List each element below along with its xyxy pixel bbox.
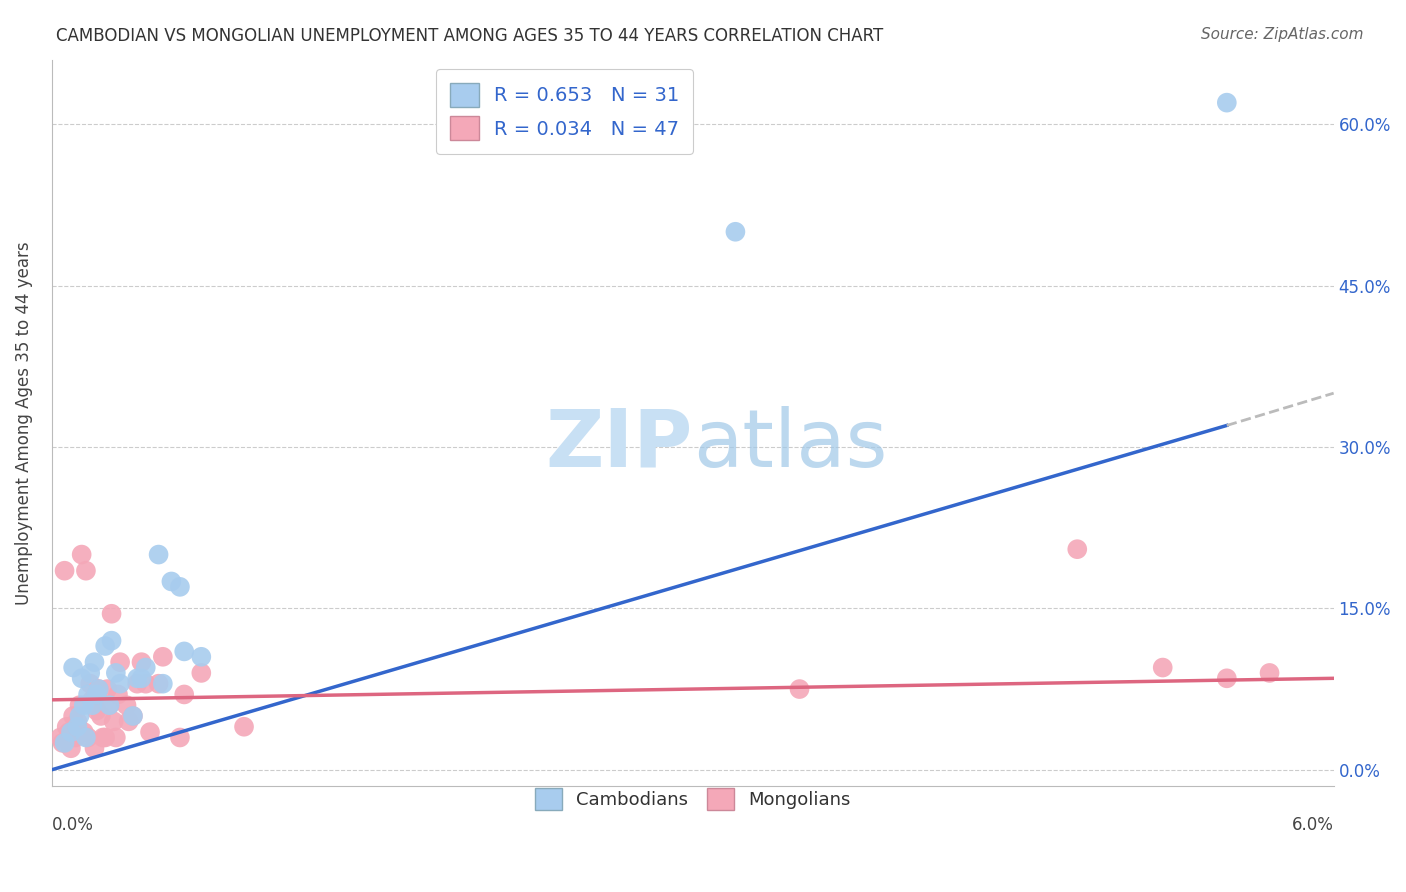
Text: CAMBODIAN VS MONGOLIAN UNEMPLOYMENT AMONG AGES 35 TO 44 YEARS CORRELATION CHART: CAMBODIAN VS MONGOLIAN UNEMPLOYMENT AMON…: [56, 27, 883, 45]
Point: [77, 731, 100, 745]
Point: [66, 720, 89, 734]
Point: [724, 225, 747, 239]
Point: [108, 676, 131, 690]
Point: [103, 714, 125, 729]
Point: [148, 676, 170, 690]
Point: [66, 714, 89, 729]
Point: [90, 709, 112, 723]
Point: [1216, 95, 1239, 110]
Point: [160, 574, 183, 589]
Point: [1152, 660, 1174, 674]
Text: atlas: atlas: [693, 406, 887, 483]
Point: [55, 720, 77, 734]
Point: [70, 548, 93, 562]
Point: [73, 725, 96, 739]
Text: 6.0%: 6.0%: [1292, 816, 1334, 834]
Point: [100, 633, 122, 648]
Point: [58, 725, 80, 739]
Point: [98, 698, 121, 713]
Point: [70, 671, 93, 685]
Point: [190, 665, 212, 680]
Point: [104, 731, 127, 745]
Point: [87, 681, 110, 696]
Point: [94, 731, 117, 745]
Point: [1066, 542, 1088, 557]
Point: [79, 665, 101, 680]
Point: [135, 660, 157, 674]
Point: [135, 676, 157, 690]
Point: [82, 693, 104, 707]
Point: [789, 681, 811, 696]
Point: [86, 688, 108, 702]
Point: [59, 741, 82, 756]
Point: [62, 660, 84, 674]
Point: [131, 655, 153, 669]
Point: [139, 725, 162, 739]
Point: [118, 714, 141, 729]
Point: [53, 564, 76, 578]
Point: [59, 725, 82, 739]
Point: [83, 655, 105, 669]
Point: [127, 676, 149, 690]
Point: [122, 709, 145, 723]
Point: [115, 698, 138, 713]
Point: [190, 649, 212, 664]
Y-axis label: Unemployment Among Ages 35 to 44 years: Unemployment Among Ages 35 to 44 years: [15, 241, 32, 605]
Point: [83, 741, 105, 756]
Point: [75, 564, 97, 578]
Text: ZIP: ZIP: [546, 406, 693, 483]
Point: [87, 681, 110, 696]
Point: [169, 731, 191, 745]
Point: [82, 698, 104, 713]
Legend: Cambodians, Mongolians: Cambodians, Mongolians: [524, 777, 862, 821]
Point: [79, 676, 101, 690]
Point: [173, 644, 195, 658]
Point: [104, 665, 127, 680]
Point: [108, 655, 131, 669]
Point: [49, 731, 72, 745]
Point: [1216, 671, 1239, 685]
Point: [62, 709, 84, 723]
Point: [152, 649, 174, 664]
Text: Source: ZipAtlas.com: Source: ZipAtlas.com: [1201, 27, 1364, 42]
Point: [96, 681, 118, 696]
Point: [91, 731, 114, 745]
Point: [169, 580, 191, 594]
Point: [94, 639, 117, 653]
Text: 0.0%: 0.0%: [52, 816, 94, 834]
Point: [98, 698, 121, 713]
Point: [233, 720, 256, 734]
Point: [1258, 665, 1281, 680]
Point: [69, 698, 91, 713]
Point: [65, 731, 87, 745]
Point: [77, 688, 100, 702]
Point: [100, 607, 122, 621]
Point: [107, 688, 129, 702]
Point: [75, 731, 97, 745]
Point: [73, 698, 96, 713]
Point: [131, 671, 153, 685]
Point: [86, 704, 108, 718]
Point: [51, 736, 73, 750]
Point: [69, 709, 91, 723]
Point: [152, 676, 174, 690]
Point: [53, 736, 76, 750]
Point: [122, 709, 145, 723]
Point: [173, 688, 195, 702]
Point: [148, 548, 170, 562]
Point: [127, 671, 149, 685]
